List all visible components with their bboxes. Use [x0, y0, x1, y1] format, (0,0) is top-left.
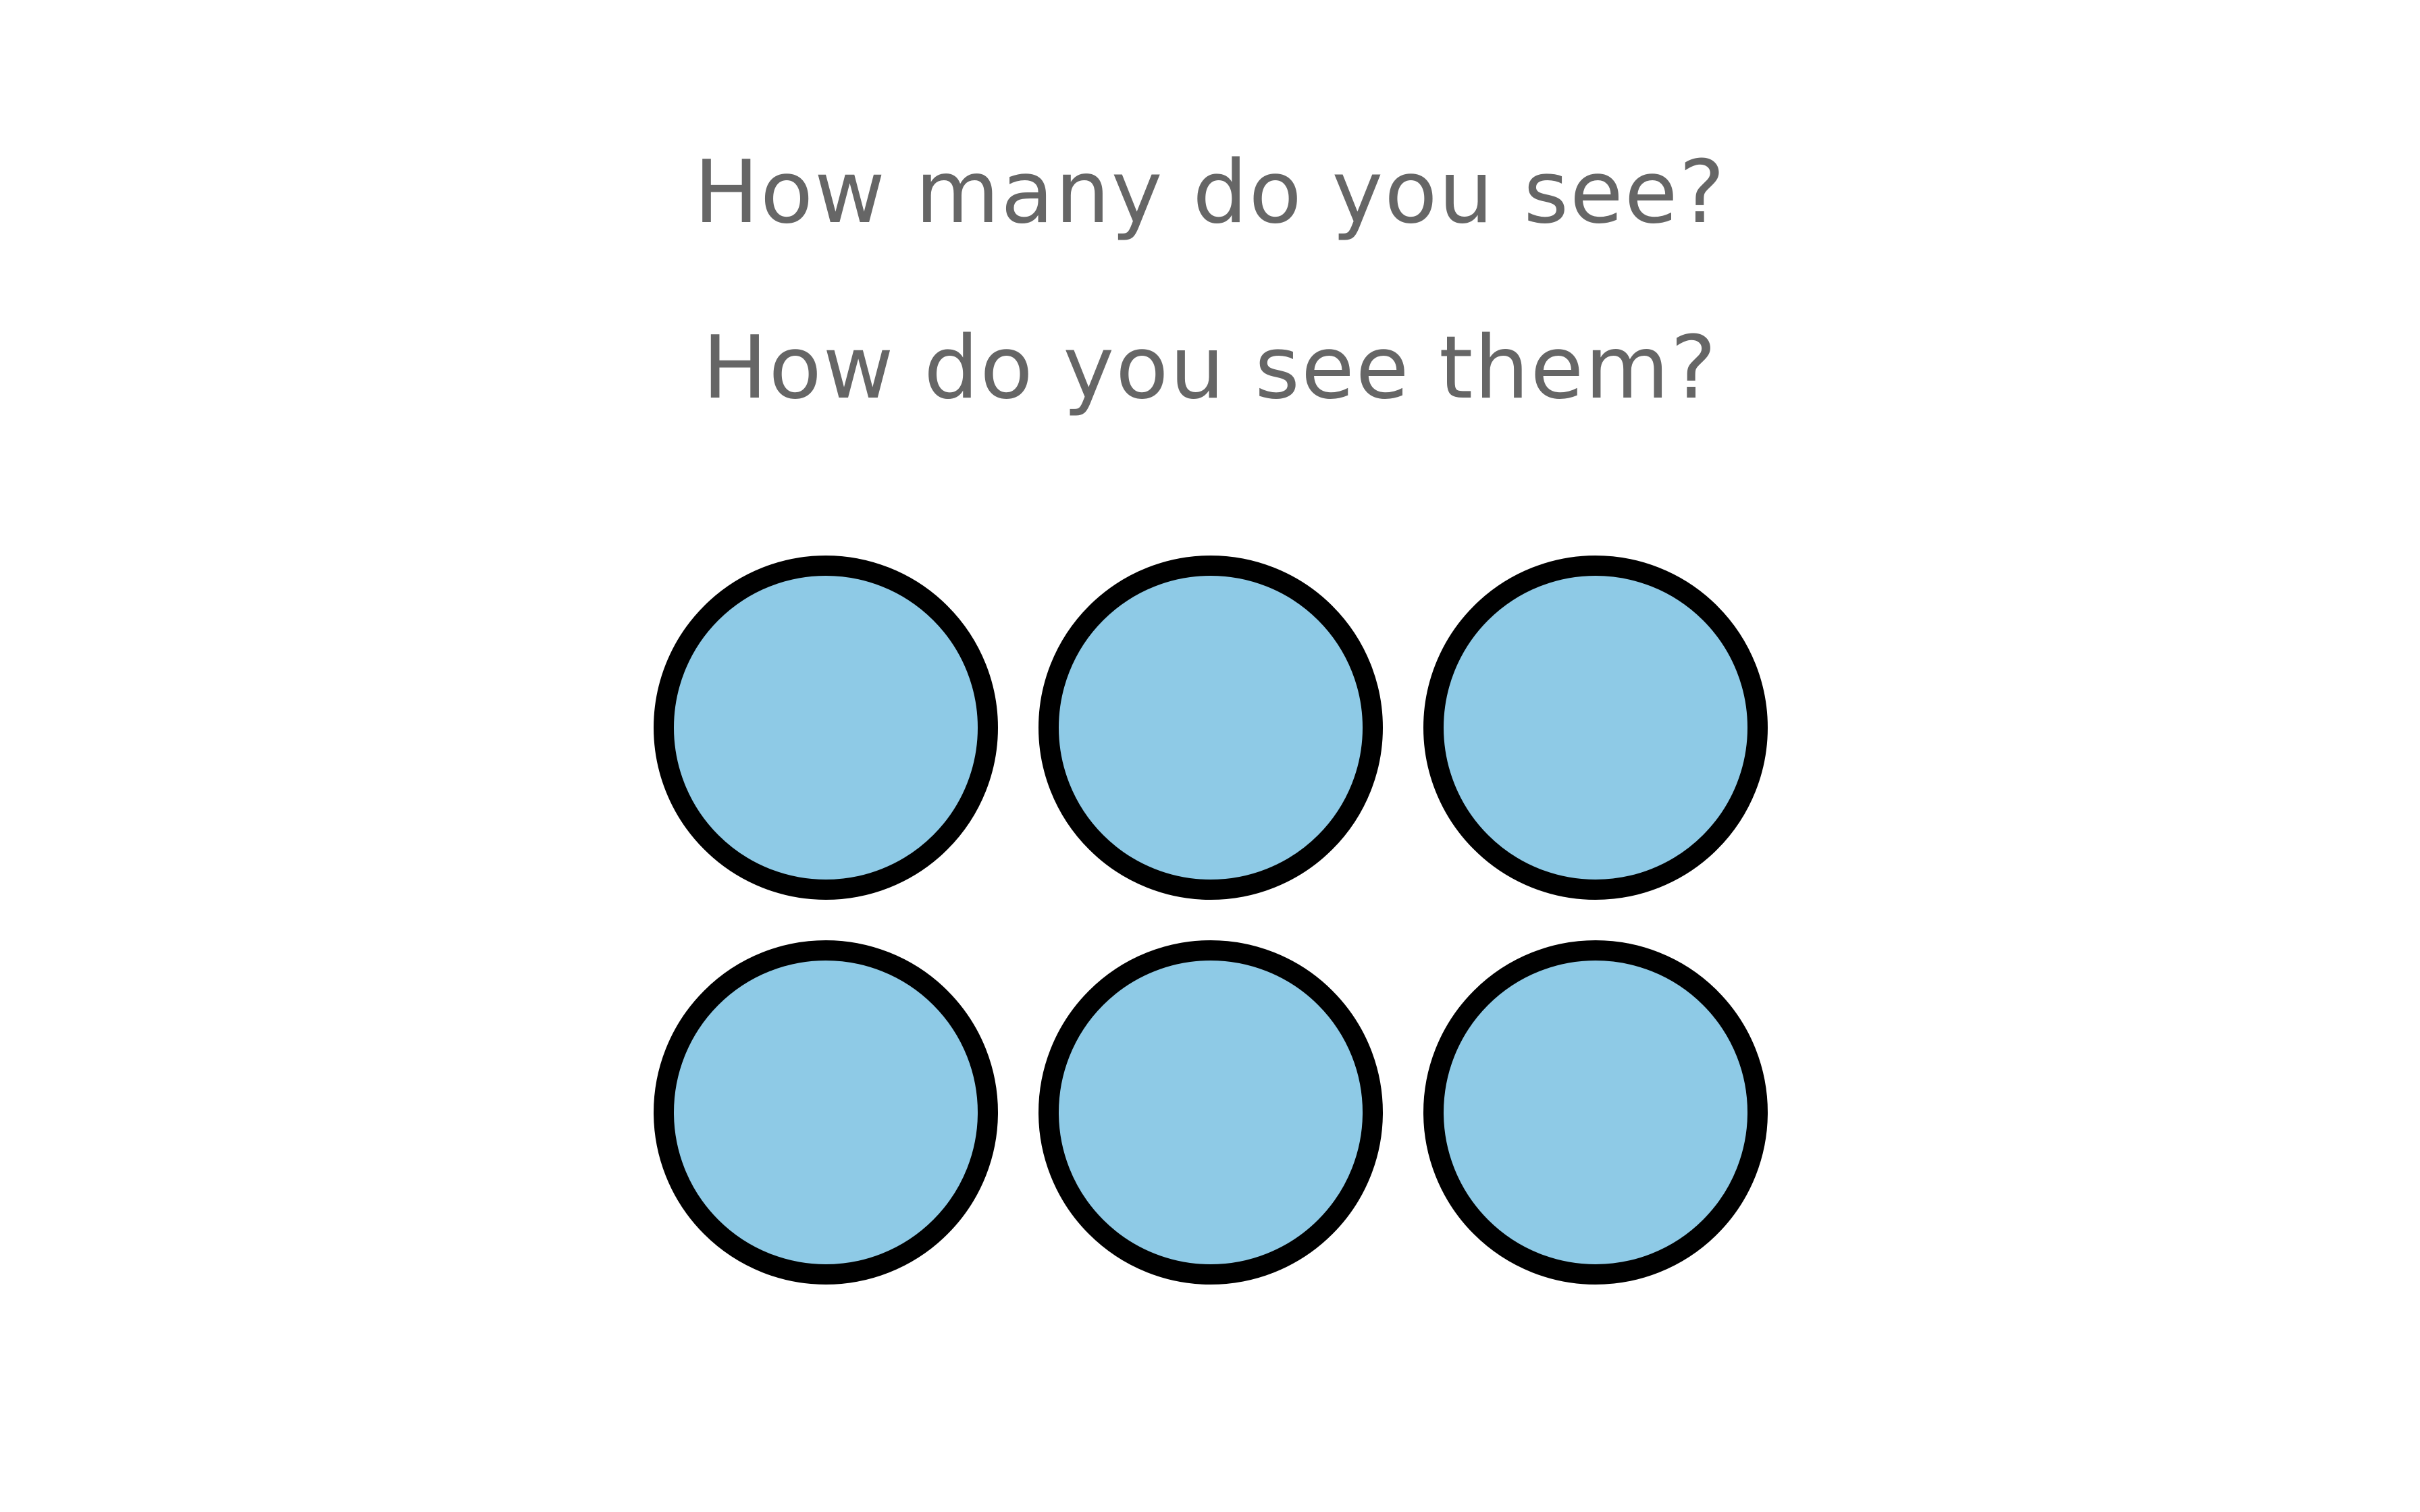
dot-r1-c1	[654, 556, 998, 900]
dot-r2-c1	[654, 940, 998, 1285]
dot-r1-c2	[1038, 556, 1383, 900]
question-how-many: How many do you see?	[693, 142, 1727, 243]
dot-r2-c2	[1038, 940, 1383, 1285]
question-how-see: How do you see them?	[702, 318, 1718, 418]
dot-r2-c3	[1423, 940, 1768, 1285]
dot-r1-c3	[1423, 556, 1768, 900]
